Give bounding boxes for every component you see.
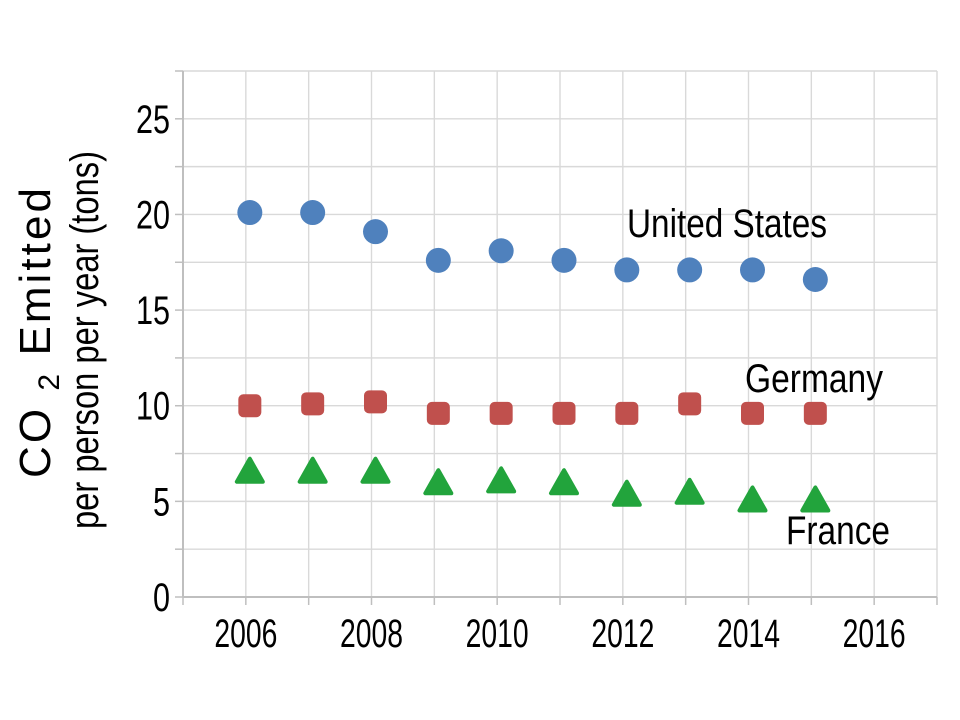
y-tick-label: 20 <box>136 193 170 237</box>
y-tick-label: 25 <box>136 98 170 142</box>
y-tick-label: 15 <box>136 289 170 333</box>
data-point-france-2008 <box>360 456 391 484</box>
series-label-united-states: United States <box>627 202 827 246</box>
series-labels: United States Germany France <box>627 202 890 553</box>
data-point-germany-2010 <box>489 401 513 425</box>
x-tick-label: 2014 <box>717 612 780 656</box>
data-point-germany-2007 <box>301 392 325 416</box>
data-point-france-2014 <box>737 485 768 513</box>
x-tick-label: 2012 <box>591 612 654 656</box>
series-label-germany: Germany <box>745 357 883 401</box>
series-label-france: France <box>786 509 890 553</box>
data-point-united-states-2014 <box>740 257 765 283</box>
data-point-united-states-2015 <box>802 266 828 292</box>
y-axis-title-line2: per person per year (tons) <box>63 151 107 529</box>
y-axis-title-line1: CO 2 Emitted <box>11 188 69 478</box>
data-point-france-2007 <box>297 456 328 484</box>
data-point-france-2010 <box>486 466 517 494</box>
data-point-germany-2015 <box>803 401 827 425</box>
y-tick-label: 0 <box>153 576 170 620</box>
x-tick-labels: 2006 2008 2010 2012 2014 2016 <box>214 612 905 656</box>
data-point-france-2009 <box>423 468 454 496</box>
data-point-france-2015 <box>800 485 831 513</box>
y-axis-title-co: CO <box>11 409 60 478</box>
data-point-united-states-2006 <box>237 200 263 226</box>
data-point-germany-2011 <box>552 401 576 425</box>
data-point-united-states-2012 <box>614 257 640 283</box>
data-point-germany-2009 <box>426 401 450 425</box>
data-point-france-2011 <box>549 468 579 496</box>
data-point-germany-2012 <box>615 401 639 425</box>
data-point-united-states-2009 <box>425 247 451 273</box>
data-point-united-states-2008 <box>363 219 388 245</box>
y-axis-title-sub2: 2 <box>33 374 66 391</box>
data-point-france-2006 <box>234 456 265 484</box>
y-tick-label: 5 <box>153 480 170 524</box>
data-point-france-2012 <box>611 479 642 507</box>
data-point-germany-2008 <box>364 390 387 414</box>
data-point-france-2013 <box>674 477 705 505</box>
data-point-germany-2006 <box>238 394 262 418</box>
gridlines <box>183 70 938 597</box>
x-tick-label: 2008 <box>340 612 403 656</box>
data-points <box>234 200 831 513</box>
y-axis-title-emitted: Emitted <box>11 188 60 356</box>
x-tick-label: 2010 <box>466 612 529 656</box>
data-point-germany-2013 <box>678 392 702 416</box>
x-tick-label: 2016 <box>843 612 906 656</box>
data-point-united-states-2010 <box>488 238 514 264</box>
data-point-united-states-2007 <box>300 200 326 226</box>
tick-marks <box>175 70 938 605</box>
data-point-germany-2014 <box>741 401 764 425</box>
y-tick-labels: 0 5 10 15 20 25 <box>136 98 170 620</box>
y-tick-label: 10 <box>136 385 170 429</box>
x-tick-label: 2006 <box>214 612 277 656</box>
data-point-united-states-2013 <box>677 257 703 283</box>
data-point-united-states-2011 <box>551 247 577 273</box>
